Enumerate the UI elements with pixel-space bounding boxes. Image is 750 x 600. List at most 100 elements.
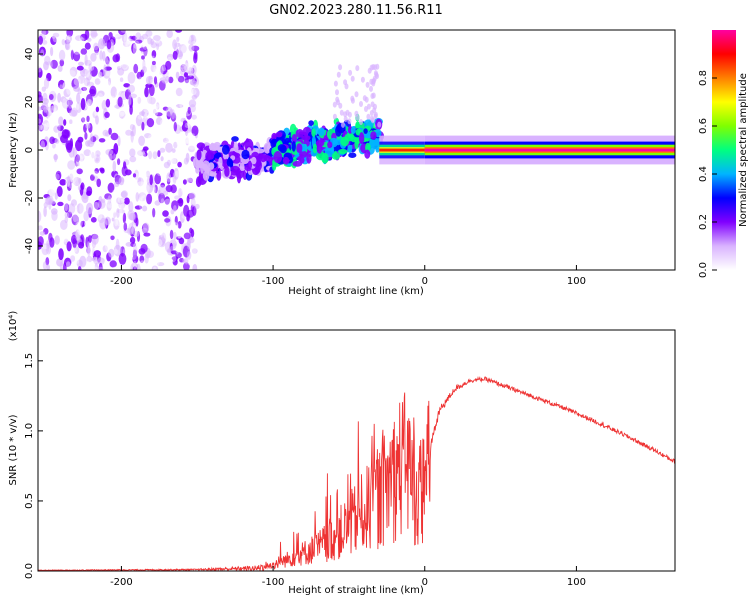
y-tick-label: 0: [24, 147, 35, 153]
spectrogram-cell: [58, 30, 67, 38]
spectrogram-cell: [156, 163, 161, 168]
spectrogram-cell: [86, 255, 93, 263]
spectrogram-cell: [251, 156, 257, 165]
spectrogram-cell: [166, 172, 171, 183]
spectrogram-cell: [106, 39, 112, 50]
spectrogram-cell: [170, 255, 177, 263]
spectrogram-cell: [65, 140, 73, 151]
spectrogram-cell: [39, 231, 46, 236]
spectrogram-cell: [169, 100, 177, 108]
spectrogram-cell: [78, 266, 82, 270]
spectrogram-cell: [178, 197, 184, 207]
spectrogram-cell: [108, 127, 112, 135]
spectrogram-cell: [93, 201, 100, 210]
spectrogram-cell: [165, 142, 173, 153]
spectrogram-cell: [66, 84, 71, 95]
spectrogram-cell: [182, 120, 188, 127]
spectrogram-cell: [167, 46, 171, 55]
spectrogram-cell: [135, 39, 143, 44]
x-tick-label: -100: [262, 577, 285, 588]
colorbar: 0.0 0.2 0.4 0.6 0.8 Normalized spectral ampl…: [698, 30, 749, 278]
spectrogram-cell: [76, 203, 84, 214]
spectrogram-cell: [166, 111, 171, 120]
spectrogram-cell: [169, 229, 174, 240]
spectrogram-cell: [118, 231, 126, 240]
spectrogram-cell: [87, 197, 92, 203]
spectrogram-cell: [122, 145, 130, 156]
spectrogram-cell: [190, 198, 196, 207]
spectrogram-cell: [104, 209, 110, 215]
spectrogram-cell: [148, 104, 152, 110]
spectrogram-cell: [159, 147, 166, 153]
spectrogram-cell: [177, 50, 183, 60]
spectrogram-cell: [62, 82, 67, 91]
spectrogram-cell: [98, 58, 105, 69]
spectrogram-cell: [173, 231, 177, 240]
spectrogram-cell: [177, 188, 183, 198]
spectrogram-cell: [316, 144, 323, 154]
y-tick-label: 0.0: [24, 563, 35, 579]
spectrogram-cell: [47, 115, 54, 122]
spectrogram-cell: [187, 106, 191, 115]
spectrogram-cell: [113, 97, 117, 107]
spectrogram-cell: [167, 221, 171, 232]
snr-data: [38, 376, 675, 571]
spectrogram-cell: [119, 111, 126, 116]
spectrogram-band: [424, 148, 675, 152]
spectrogram-cell: [63, 119, 67, 126]
spectrogram-cell: [55, 52, 60, 62]
spectrogram-cell: [58, 248, 64, 261]
spectrogram-cell: [120, 191, 128, 198]
spectrogram-cell: [373, 111, 378, 118]
spectrogram-cell: [141, 121, 145, 131]
spectrogram-cell: [156, 262, 165, 267]
spectrogram-cell: [71, 214, 79, 226]
spectrogram-cell: [110, 111, 114, 123]
spectrogram-cell: [75, 102, 82, 114]
spectrogram-cell: [75, 230, 81, 242]
spectrogram-cell: [75, 103, 80, 111]
spectrogram-cell: [57, 65, 63, 72]
spectrogram-cell: [136, 49, 140, 56]
spectrogram-cell: [91, 37, 99, 45]
spectrogram-cell: [354, 110, 359, 117]
spectrogram-cell: [116, 61, 123, 68]
spectrogram-cell: [61, 49, 70, 60]
y-tick-label: -20: [24, 190, 35, 206]
spectrogram-cell: [41, 102, 49, 111]
x-tick-label: 100: [567, 276, 586, 287]
spectrogram-cell: [166, 53, 174, 61]
spectrogram-cell: [123, 33, 131, 46]
snr-scale-label: (x10⁴): [8, 311, 19, 342]
spectrogram-cell: [44, 122, 52, 128]
spectrogram-cell: [124, 197, 130, 205]
spectrogram-cell: [52, 143, 56, 149]
spectrogram-cell: [186, 251, 192, 260]
spectrogram-cell: [355, 65, 360, 72]
spectrogram-cell: [90, 32, 99, 37]
spectrogram-cell: [208, 143, 219, 152]
spectrogram-cell: [84, 54, 88, 66]
spectrogram-cell: [142, 171, 148, 181]
spectrogram-cell: [85, 246, 94, 257]
spectrogram-cell: [67, 62, 72, 68]
spectrogram-cell: [165, 76, 170, 82]
spectrogram-cell: [247, 160, 253, 170]
spectrogram-cell: [188, 144, 196, 150]
spectrogram-cell: [38, 236, 44, 247]
spectrogram-cell: [117, 158, 121, 166]
spectrogram-cell: [46, 195, 54, 205]
y-tick-label: 0.5: [24, 493, 35, 509]
spectrogram-cell: [89, 133, 94, 145]
spectrogram-cell: [47, 129, 55, 136]
spectrogram-cell: [133, 260, 137, 270]
spectrogram-cell: [192, 263, 198, 270]
spectrogram-cell: [103, 209, 112, 215]
spectrogram-cell: [183, 157, 189, 165]
spectrogram-cell: [149, 252, 157, 260]
spectrogram-cell: [38, 94, 44, 103]
spectrogram-cell: [173, 205, 177, 212]
spectrogram-cell: [194, 220, 200, 230]
snr-x-axis: -200 -100 0 100: [110, 566, 586, 588]
spectrogram-cell: [241, 149, 250, 160]
